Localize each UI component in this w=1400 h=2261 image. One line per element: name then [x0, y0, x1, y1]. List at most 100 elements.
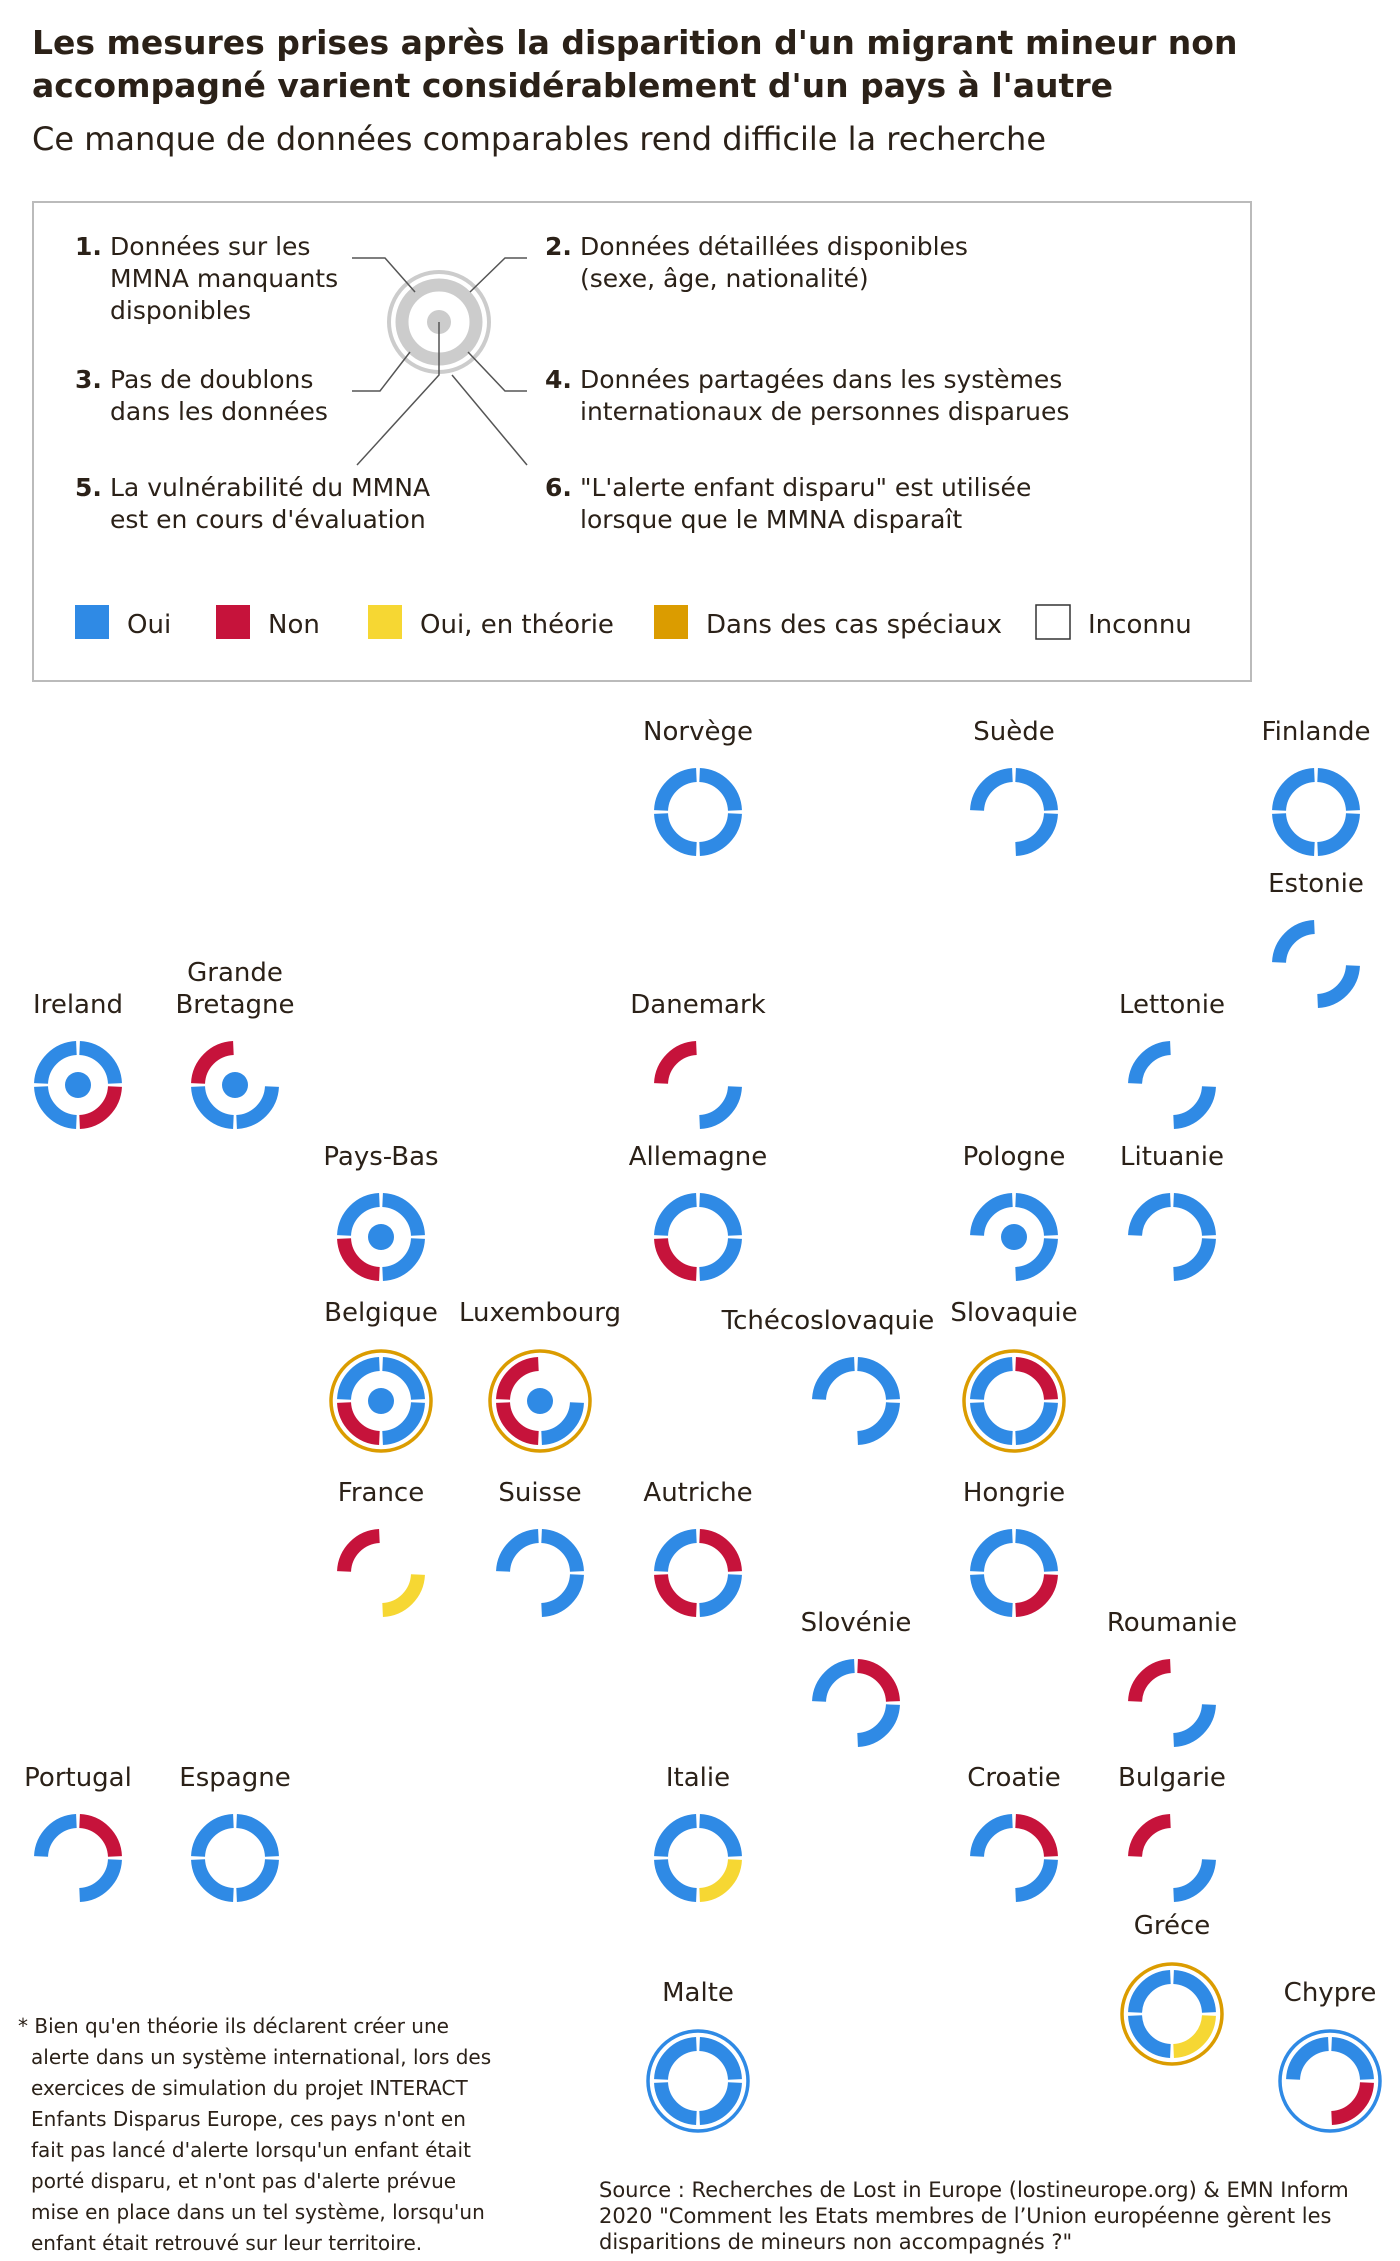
source-line: disparitions de mineurs non accompagnés …	[599, 2230, 1072, 2254]
country-name: Luxembourg	[459, 1298, 621, 1328]
legend-icon	[352, 257, 528, 466]
ring-segment	[970, 1529, 1014, 1573]
country: Allemagne	[629, 1142, 767, 1281]
ring-segment	[698, 1529, 742, 1573]
country: Roumanie	[1107, 1608, 1237, 1747]
ring-segment	[540, 1401, 584, 1445]
criterion-text: "L'alerte enfant disparu" est utilisée	[580, 473, 1031, 502]
country-name: Italie	[666, 1763, 730, 1793]
title-line: Les mesures prises après la disparition …	[32, 23, 1237, 62]
country-name: Bulgarie	[1118, 1763, 1226, 1793]
ring-segment	[654, 1193, 698, 1237]
country-name: Hongrie	[963, 1478, 1065, 1508]
ring-segment	[970, 768, 1014, 812]
country-name: Pays-Bas	[323, 1142, 438, 1172]
ring-segment	[970, 1814, 1014, 1858]
country-name: Finlande	[1262, 717, 1371, 747]
country: Belgique	[324, 1298, 438, 1453]
criterion-number: 2.	[545, 232, 572, 261]
criterion-text: Données détaillées disponibles	[580, 232, 968, 261]
criterion-text: Données partagées dans les systèmes	[580, 365, 1062, 394]
country-name: Chypre	[1284, 1978, 1377, 2008]
ring-segment	[496, 1401, 540, 1445]
center-dot	[368, 1388, 394, 1414]
country: Espagne	[179, 1763, 291, 1902]
country: Pologne	[963, 1142, 1065, 1281]
ring-segment	[698, 1085, 742, 1129]
ring-segment	[1128, 1970, 1172, 2014]
criterion-number: 5.	[75, 473, 102, 502]
ring-segment	[1330, 2081, 1374, 2125]
country-name: Espagne	[179, 1763, 290, 1793]
country-name: Danemark	[630, 990, 765, 1020]
country-name: Lettonie	[1119, 990, 1225, 1020]
country-name: Grande	[187, 958, 283, 988]
ring-segment	[337, 1193, 381, 1237]
ring-segment	[812, 1659, 856, 1703]
ring-segment	[1316, 964, 1360, 1008]
country: Croatie	[967, 1763, 1061, 1902]
legend-swatch	[216, 605, 250, 639]
criterion-text: La vulnérabilité du MMNA	[110, 473, 430, 502]
ring-segment	[1014, 1814, 1058, 1858]
country: Pays-Bas	[323, 1142, 439, 1281]
ring-segment	[1128, 2014, 1172, 2058]
country: Bulgarie	[1118, 1763, 1226, 1902]
footnote-line: porté disparu, et n'ont pas d'alerte pré…	[31, 2169, 456, 2193]
footnote-line: mise en place dans un tel système, lorsq…	[31, 2200, 485, 2224]
criterion-number: 4.	[545, 365, 572, 394]
criterion-number: 3.	[75, 365, 102, 394]
ring-segment	[337, 1401, 381, 1445]
country: Malte	[646, 1978, 750, 2133]
ring-segment	[34, 1041, 78, 1085]
ring-segment	[654, 1858, 698, 1902]
outer-ring	[1278, 2029, 1382, 2133]
criterion-number: 6.	[545, 473, 572, 502]
ring-segment	[191, 1041, 235, 1085]
country-name: France	[338, 1478, 424, 1508]
criterion-number: 1.	[75, 232, 102, 261]
legend-box	[32, 201, 1252, 682]
ring-segment	[1014, 1401, 1058, 1445]
country-name: Norvège	[643, 717, 753, 747]
ring-segment	[698, 1237, 742, 1281]
ring-segment	[856, 1659, 900, 1703]
ring-segment	[970, 1357, 1014, 1401]
country-name: Tchécoslovaquie	[721, 1306, 935, 1336]
ring-segment	[654, 1041, 698, 1085]
ring-segment	[654, 1237, 698, 1281]
country: Lituanie	[1120, 1142, 1224, 1281]
ring-segment	[235, 1085, 279, 1129]
country: Autriche	[643, 1478, 753, 1617]
criterion-text: (sexe, âge, nationalité)	[580, 264, 869, 293]
ring-segment	[540, 1529, 584, 1573]
country: Italie	[654, 1763, 742, 1902]
country: Chypre	[1278, 1978, 1382, 2133]
country: Hongrie	[963, 1478, 1065, 1617]
ring-segment	[654, 768, 698, 812]
country-name: Slovénie	[801, 1608, 912, 1638]
ring-segment	[654, 1529, 698, 1573]
country: France	[337, 1478, 425, 1617]
country: Luxembourg	[459, 1298, 621, 1453]
ring-segment	[496, 1357, 540, 1401]
ring-segment	[381, 1357, 425, 1401]
ring-segment	[1172, 1237, 1216, 1281]
country-name: Roumanie	[1107, 1608, 1237, 1638]
ring-segment	[381, 1573, 425, 1617]
ring-segment	[1272, 812, 1316, 856]
footnote-line: Enfants Disparus Europe, ces pays n'ont …	[31, 2107, 466, 2131]
ring-segment	[34, 1085, 78, 1129]
ring-segment	[1272, 920, 1316, 964]
ring-segment	[191, 1085, 235, 1129]
ring-segment	[1172, 1703, 1216, 1747]
country-name: Ireland	[33, 990, 123, 1020]
ring-segment	[1014, 768, 1058, 812]
ring-segment	[78, 1814, 122, 1858]
title-line: accompagné varient considérablement d'un…	[32, 66, 1113, 105]
criterion-text: MMNA manquants	[110, 264, 338, 293]
ring-segment	[381, 1237, 425, 1281]
country-name: Malte	[662, 1978, 734, 2008]
legend-label: Dans des cas spéciaux	[706, 610, 1002, 640]
